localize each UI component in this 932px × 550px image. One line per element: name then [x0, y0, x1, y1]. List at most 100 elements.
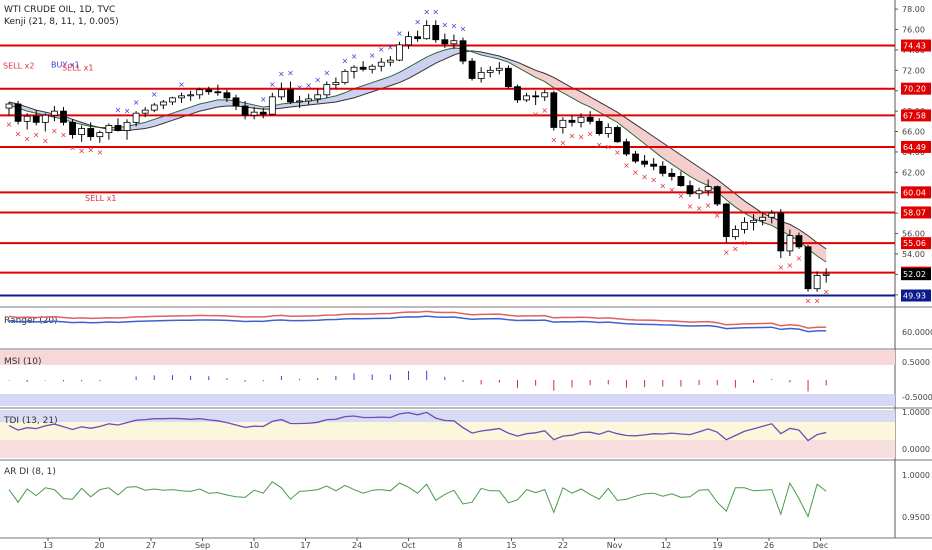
candle-body [305, 98, 313, 102]
time-tick-label: Dec [813, 541, 828, 550]
ranger-lower-line [8, 315, 827, 333]
buy-marker: × [314, 76, 321, 85]
candle-body [523, 95, 530, 101]
buy-marker: × [460, 25, 467, 34]
buy-marker: × [387, 43, 394, 52]
sell-marker: × [668, 186, 675, 195]
sell-marker: × [741, 239, 748, 248]
time-tick-label: 8 [457, 541, 462, 550]
sell-marker: × [714, 211, 721, 220]
buy-marker: × [278, 70, 285, 79]
sell-marker: × [623, 161, 630, 170]
msi-tick-label: -0.5000 [902, 393, 932, 402]
candle-body [359, 66, 367, 70]
price-tick-label: 54.00 [902, 250, 925, 259]
sell-marker: × [587, 129, 594, 138]
sell-marker: × [532, 110, 539, 119]
price-label: 70.20 [903, 85, 926, 94]
candle-body [123, 121, 131, 131]
sell-marker: × [78, 147, 85, 156]
candle-body [641, 160, 648, 165]
candle-body [504, 67, 512, 88]
candle-body [23, 115, 31, 122]
buy-marker: × [115, 105, 122, 114]
sell-marker: × [687, 202, 694, 211]
tdi-upper-zone [0, 410, 895, 422]
buy-marker: × [287, 69, 294, 78]
sell-marker: × [614, 148, 621, 157]
price-tick-label: 72.00 [902, 66, 925, 75]
time-tick-label: 13 [43, 541, 53, 550]
candle-body [287, 89, 294, 103]
time-tick-label: 26 [764, 541, 774, 550]
candle-body [32, 115, 40, 123]
price-tick-label: 78.00 [902, 5, 925, 14]
candle-body [732, 229, 739, 238]
candle-body [441, 39, 449, 45]
sell-marker: × [796, 254, 803, 263]
sell-marker: × [541, 106, 548, 115]
buy-marker: × [351, 52, 358, 61]
price-tick-label: 76.00 [902, 26, 925, 35]
time-tick-label: Oct [402, 541, 416, 550]
candle-body [377, 61, 385, 67]
sell-marker: × [596, 141, 603, 150]
chart-header: WTI CRUDE OIL, 1D, TVC Kenji (21, 8, 11,… [4, 4, 119, 28]
candle-body [795, 235, 803, 248]
buy-marker: × [342, 56, 349, 65]
candle-body [650, 163, 658, 167]
tdi-tick-label: 1.0000 [902, 408, 930, 417]
candle-body [5, 103, 13, 109]
buy-marker: × [414, 18, 421, 27]
tdi-label: TDI (13, 21) [3, 416, 58, 426]
sell-marker: × [723, 248, 730, 257]
sell-marker: × [578, 132, 585, 141]
indicator-label: Kenji (21, 8, 11, 1, 0.005) [4, 17, 119, 27]
sell-marker: × [705, 201, 712, 210]
ranger-tick-label: 60.0000 [902, 328, 932, 337]
candle-body [804, 246, 812, 290]
candle-body [259, 111, 267, 115]
time-tick-label: Sep [195, 541, 210, 550]
price-label-box [901, 206, 931, 219]
candle-body [450, 40, 458, 45]
sell-marker: × [805, 297, 812, 306]
candle-body [87, 128, 95, 138]
candle-body [677, 176, 685, 187]
candle-body [668, 172, 676, 177]
price-label: 67.58 [903, 111, 926, 120]
candle-body [250, 111, 258, 116]
sell-marker: × [814, 297, 821, 306]
candle-body [486, 69, 494, 73]
candle-body [741, 221, 748, 230]
candle-body [341, 70, 349, 83]
candle-body [768, 212, 776, 218]
candle-body [577, 116, 585, 123]
candle-body [822, 273, 830, 276]
candle-body [813, 275, 821, 290]
candle-body [550, 92, 558, 128]
msi-tick-label: 0.5000 [902, 358, 930, 367]
price-label: 52.02 [903, 270, 926, 279]
sell-marker: × [659, 181, 666, 190]
time-tick-label: 22 [558, 541, 568, 550]
buy-marker: × [369, 51, 376, 60]
buy-marker: × [378, 45, 385, 54]
sell-marker: × [569, 131, 576, 140]
candle-body [759, 216, 767, 221]
price-label: 64.49 [903, 143, 926, 152]
sell-marker: × [777, 263, 784, 272]
ranger-upper-line [8, 310, 827, 329]
candle-body [60, 110, 67, 123]
candle-body [132, 112, 140, 123]
candle-body [150, 104, 158, 111]
time-tick-label: 27 [146, 541, 156, 550]
buy-marker: × [269, 80, 276, 89]
candle-body [414, 36, 422, 40]
sell-marker: × [632, 168, 639, 177]
candle-body [559, 119, 567, 128]
candle-body [777, 212, 785, 252]
candle-body [368, 65, 376, 70]
price-label: 58.07 [903, 208, 926, 217]
